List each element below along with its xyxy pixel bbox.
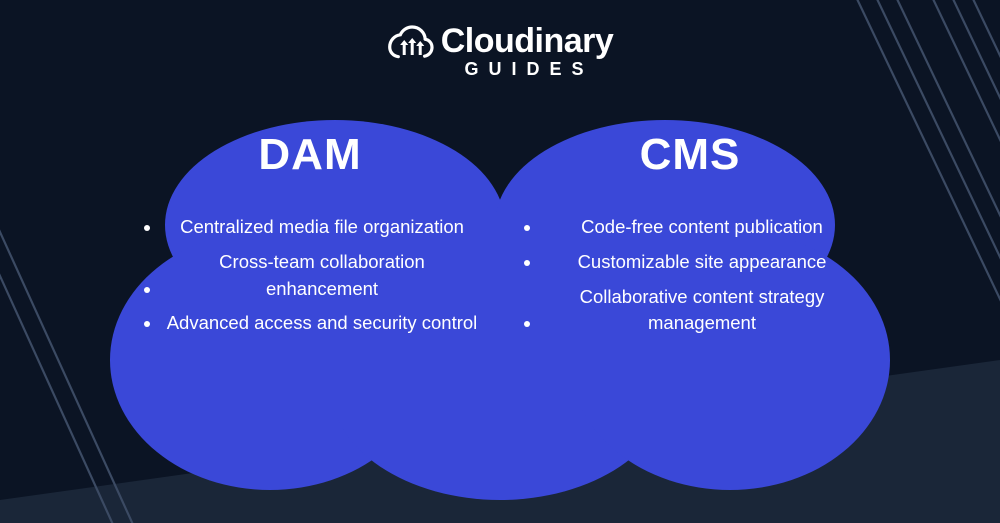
list-item: Advanced access and security control: [162, 310, 482, 337]
list-item: Customizable site appearance: [542, 249, 862, 276]
cloudinary-icon: [387, 25, 435, 59]
brand-subtitle: GUIDES: [445, 59, 614, 80]
right-column: CMS Code-free content publication Custom…: [500, 130, 880, 345]
comparison-columns: DAM Centralized media file organization …: [120, 130, 880, 345]
list-item: Collaborative content strategy managemen…: [542, 284, 862, 338]
left-column: DAM Centralized media file organization …: [120, 130, 500, 345]
right-title: CMS: [518, 130, 862, 180]
brand-logo: Cloudinary GUIDES: [387, 22, 614, 80]
list-item: Code-free content publication: [542, 214, 862, 241]
stage: Cloudinary GUIDES DAM Centralized media …: [0, 0, 1000, 523]
left-title: DAM: [138, 130, 482, 180]
brand-name: Cloudinary: [441, 22, 614, 61]
left-list: Centralized media file organization Cros…: [138, 214, 482, 345]
list-item: Centralized media file organization: [162, 214, 482, 241]
right-list: Code-free content publication Customizab…: [518, 214, 862, 345]
list-item: Cross-team collaboration enhancement: [162, 249, 482, 303]
